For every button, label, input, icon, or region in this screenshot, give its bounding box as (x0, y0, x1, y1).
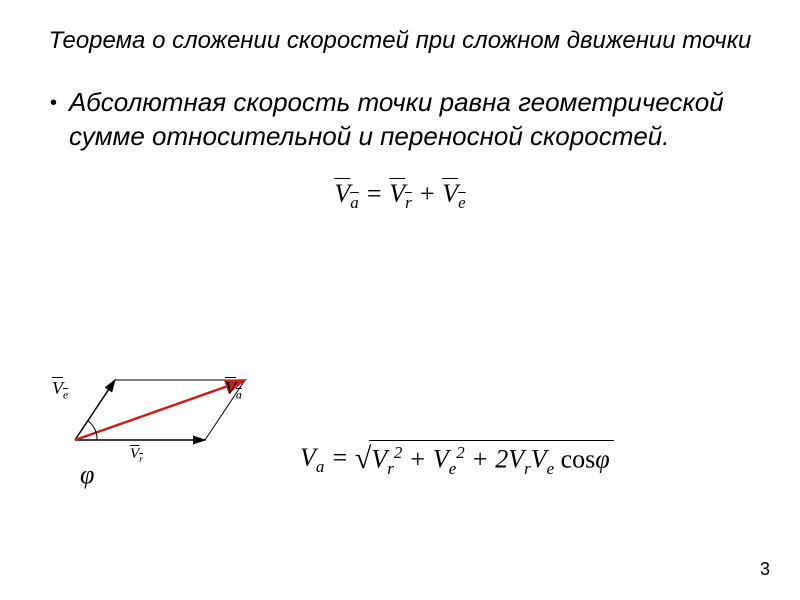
eq1-plus: + (412, 179, 443, 208)
bullet-marker: • (50, 92, 57, 115)
eq2-va: Va (300, 443, 324, 472)
eq1-vr: Vr (389, 179, 411, 208)
slide-title: Теорема о сложении скоростей при сложном… (0, 0, 800, 56)
bullet-item: • Абсолютная скорость точки равна геомет… (50, 86, 750, 154)
bullet-list: • Абсолютная скорость точки равна геомет… (0, 56, 800, 154)
label-phi: φ (80, 460, 94, 490)
magnitude-equation: Va = √Vr2 + Ve2 + 2VrVe cosφ (300, 440, 614, 479)
label-va: Va (225, 378, 242, 402)
vector-equation: Va = Vr + Ve (0, 179, 800, 213)
bullet-text: Абсолютная скорость точки равна геометри… (69, 86, 750, 154)
eq1-equals: = (359, 179, 390, 208)
page-number: 3 (760, 559, 770, 580)
label-ve: Ve (52, 378, 68, 402)
eq2-equals: = (324, 443, 355, 472)
label-vr: Vr (130, 446, 143, 465)
eq1-ve: Ve (442, 179, 465, 208)
diagram-svg (55, 350, 285, 530)
eq1-va: Va (334, 179, 358, 208)
eq2-sqrt: √Vr2 + Ve2 + 2VrVe cosφ (355, 440, 614, 479)
parallelogram-diagram: Ve Va Vr φ (55, 350, 285, 530)
